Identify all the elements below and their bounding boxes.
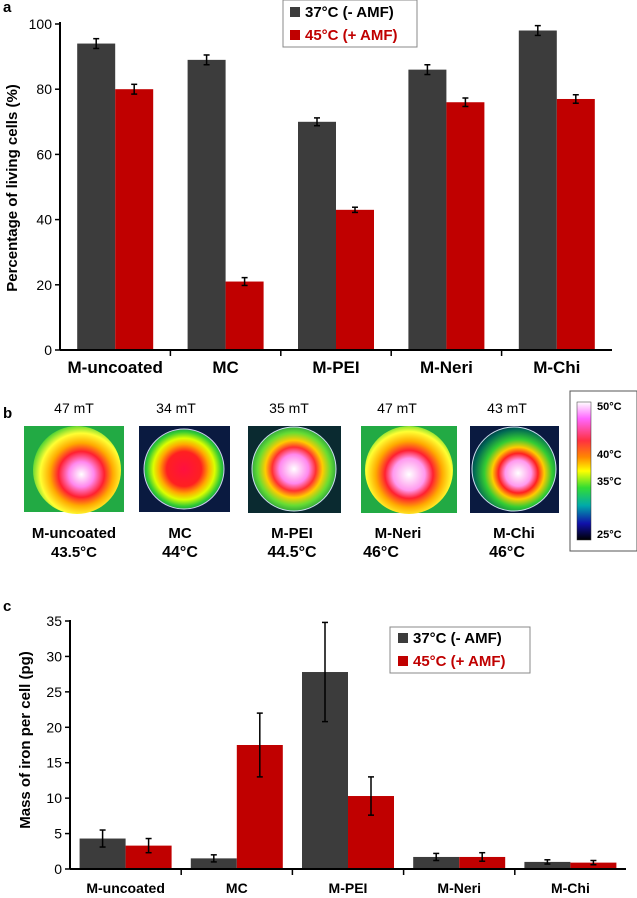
- y-tick-label-a-4: 80: [36, 81, 52, 97]
- legend-a-swatch-2: [290, 30, 300, 40]
- field-strength-2: 35 mT: [269, 400, 309, 416]
- sample-name-1: MC: [168, 525, 191, 542]
- temperature-4: 46°C: [489, 544, 525, 561]
- scale-label-25: 25°C: [597, 529, 622, 541]
- y-tick-label-c-1: 5: [54, 826, 62, 842]
- category-label-c-2: M-PEI: [329, 880, 368, 896]
- y-tick-label-a-2: 40: [36, 212, 52, 228]
- scale-label-40: 40°C: [597, 449, 622, 461]
- legend-c-label-1: 37°C (- AMF): [413, 630, 502, 647]
- temperature-3: 46°C: [363, 544, 399, 561]
- y-tick-label-c-4: 20: [46, 719, 62, 735]
- sample-name-4: M-Chi: [493, 525, 535, 542]
- categories-c: M-uncoated MC M-PEI M-Neri M-Chi: [86, 869, 590, 896]
- temperature-scale: 50°C 40°C 35°C 25°C: [569, 390, 637, 552]
- category-label-a-2: M-PEI: [312, 358, 359, 377]
- temperature-1: 44°C: [162, 544, 198, 561]
- temperature-0: 43.5°C: [51, 544, 97, 561]
- field-strength-3: 47 mT: [377, 400, 417, 416]
- y-tick-label-c-0: 0: [54, 861, 62, 877]
- bar-a-1-4: [556, 98, 595, 350]
- y-tick-label-a-5: 100: [29, 16, 53, 32]
- field-strength-4: 43 mT: [487, 400, 527, 416]
- legend-a: 37°C (- AMF) 45°C (+ AMF): [282, 0, 418, 48]
- bars-c: [79, 621, 617, 869]
- panel-label-b: b: [3, 405, 12, 422]
- panel-label-a: a: [3, 0, 12, 16]
- y-tick-label-c-2: 10: [46, 790, 62, 806]
- category-label-c-0: M-uncoated: [86, 880, 165, 896]
- category-label-c-4: M-Chi: [551, 880, 590, 896]
- legend-c: 37°C (- AMF) 45°C (+ AMF): [389, 626, 531, 674]
- sample-name-2: M-PEI: [271, 525, 313, 542]
- thermal-item-2: 35 mT M-PEI 44.5°C: [248, 400, 341, 561]
- legend-a-label-2: 45°C (+ AMF): [305, 27, 398, 44]
- y-tick-label-c-7: 35: [46, 613, 62, 629]
- bar-c-1-3: [459, 856, 506, 869]
- sample-name-0: M-uncoated: [32, 525, 116, 542]
- bar-a-1-3: [446, 102, 485, 351]
- y-tick-label-a-1: 20: [36, 277, 52, 293]
- legend-c-swatch-2: [398, 656, 408, 666]
- bars-a: [77, 24, 595, 351]
- y-tick-label-a-0: 0: [44, 342, 52, 358]
- temperature-2: 44.5°C: [267, 544, 317, 561]
- legend-c-swatch-1: [398, 633, 408, 643]
- y-tick-label-a-3: 60: [36, 146, 52, 162]
- bar-c-0-4: [524, 861, 571, 869]
- bar-a-0-3: [408, 69, 447, 350]
- category-label-a-3: M-Neri: [420, 358, 473, 377]
- bar-a-1-1: [225, 281, 264, 350]
- legend-a-label-1: 37°C (- AMF): [305, 4, 394, 21]
- thermal-item-4: 43 mT M-Chi 46°C: [470, 400, 559, 561]
- y-axis-title-a: Percentage of living cells (%): [4, 84, 21, 292]
- bar-c-1-4: [570, 862, 617, 869]
- thermal-item-0: 47 mT M-uncoated 43.5°C: [24, 400, 124, 561]
- bar-a-0-2: [298, 121, 336, 350]
- bar-a-0-0: [77, 43, 116, 351]
- panel-label-c: c: [3, 598, 11, 615]
- y-tick-label-c-3: 15: [46, 755, 62, 771]
- scale-label-35: 35°C: [597, 476, 622, 488]
- field-strength-0: 47 mT: [54, 400, 94, 416]
- y-tick-label-c-5: 25: [46, 684, 62, 700]
- bar-c-0-3: [413, 856, 460, 869]
- bar-a-1-0: [115, 89, 154, 350]
- thermal-item-3: 47 mT M-Neri 46°C: [361, 400, 457, 561]
- category-label-c-3: M-Neri: [437, 880, 481, 896]
- color-scale-bar: [576, 401, 592, 541]
- thermal-item-1: 34 mT MC 44°C: [139, 400, 230, 561]
- category-label-a-4: M-Chi: [533, 358, 580, 377]
- bar-a-1-2: [336, 209, 374, 350]
- legend-c-label-2: 45°C (+ AMF): [413, 653, 506, 670]
- bar-c-0-1: [190, 858, 237, 869]
- legend-a-swatch-1: [290, 7, 300, 17]
- bar-a-0-4: [518, 30, 557, 351]
- field-strength-1: 34 mT: [156, 400, 196, 416]
- scale-label-50: 50°C: [597, 401, 622, 413]
- category-label-a-1: MC: [212, 358, 238, 377]
- categories-a: M-uncoated MC M-PEI M-Neri M-Chi: [68, 350, 580, 377]
- bar-a-0-1: [187, 59, 226, 351]
- y-tick-label-c-6: 30: [46, 648, 62, 664]
- y-axis-title-c: Mass of iron per cell (pg): [17, 651, 34, 829]
- y-ticks-a: 0 20 40 60 80 100: [29, 16, 60, 358]
- sample-name-3: M-Neri: [375, 525, 422, 542]
- bar-c-1-0: [125, 845, 172, 869]
- y-ticks-c: 0 5 10 15 20 25 30 35: [46, 613, 70, 877]
- category-label-c-1: MC: [226, 880, 248, 896]
- category-label-a-0: M-uncoated: [68, 358, 163, 377]
